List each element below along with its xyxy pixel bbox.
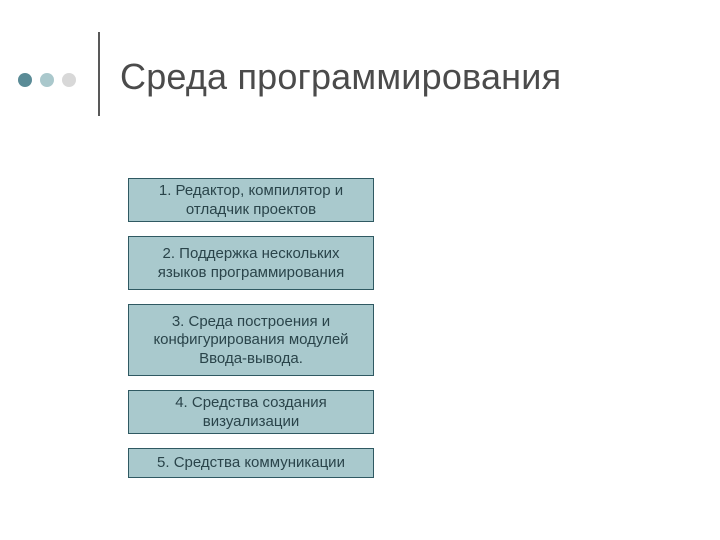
dot-1 xyxy=(18,73,32,87)
feature-box-4: 4. Средства создания визуализации xyxy=(128,390,374,434)
decorative-dots xyxy=(18,73,76,87)
dot-3 xyxy=(62,73,76,87)
feature-box-5: 5. Средства коммуникации xyxy=(128,448,374,478)
dot-2 xyxy=(40,73,54,87)
feature-label: 1. Редактор, компилятор и отладчик проек… xyxy=(139,182,363,219)
feature-box-3: 3. Среда построения и конфигурирования м… xyxy=(128,304,374,376)
slide-title: Среда программирования xyxy=(120,56,561,98)
slide-header: Среда программирования xyxy=(18,32,561,116)
feature-box-1: 1. Редактор, компилятор и отладчик проек… xyxy=(128,178,374,222)
feature-box-2: 2. Поддержка нескольких языков программи… xyxy=(128,236,374,290)
title-divider xyxy=(98,32,100,116)
feature-label: 2. Поддержка нескольких языков программи… xyxy=(139,245,363,282)
feature-label: 3. Среда построения и конфигурирования м… xyxy=(139,313,363,368)
feature-label: 4. Средства создания визуализации xyxy=(139,394,363,431)
feature-label: 5. Средства коммуникации xyxy=(157,454,345,472)
feature-boxes: 1. Редактор, компилятор и отладчик проек… xyxy=(128,178,374,478)
